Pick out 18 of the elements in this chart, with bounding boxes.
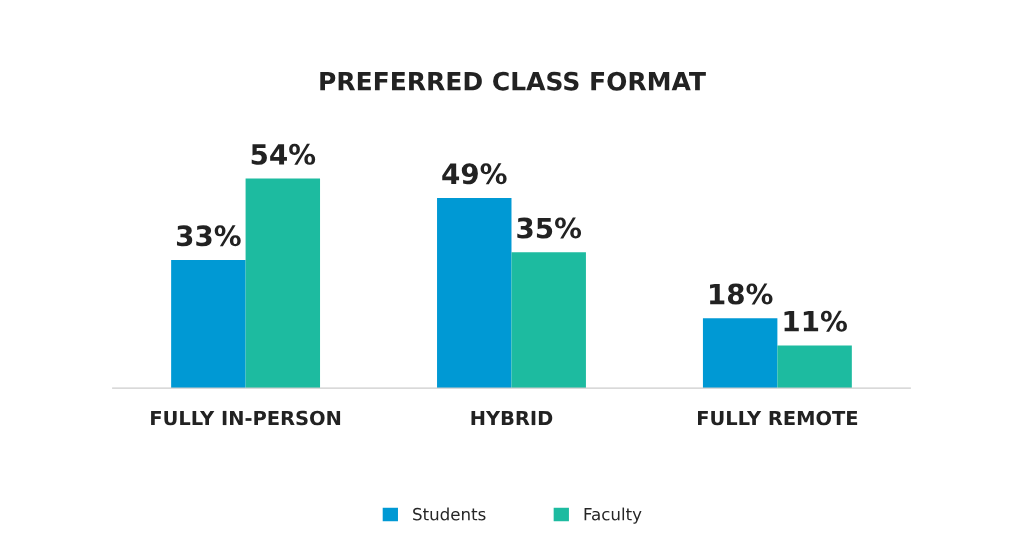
x-tick-label: FULLY IN-PERSON [151,410,341,426]
x-tick-label: FULLY REMOTE [698,410,858,426]
legend-label: Faculty [584,507,642,524]
bar [511,252,586,389]
data-label: 35% [517,217,582,239]
bar [171,260,246,389]
bar [702,318,778,389]
legend-label: Students [413,507,486,521]
data-label: 49% [442,163,507,185]
chart-title: PREFERRED CLASS FORMAT [320,71,706,91]
data-label: 33% [176,225,241,247]
x-tick-label: HYBRID [471,410,553,426]
bar [777,345,852,389]
bar [437,197,512,389]
data-label: 18% [710,283,773,305]
data-label: 54% [251,143,316,165]
bar [245,178,321,389]
data-label: 11% [784,310,847,332]
